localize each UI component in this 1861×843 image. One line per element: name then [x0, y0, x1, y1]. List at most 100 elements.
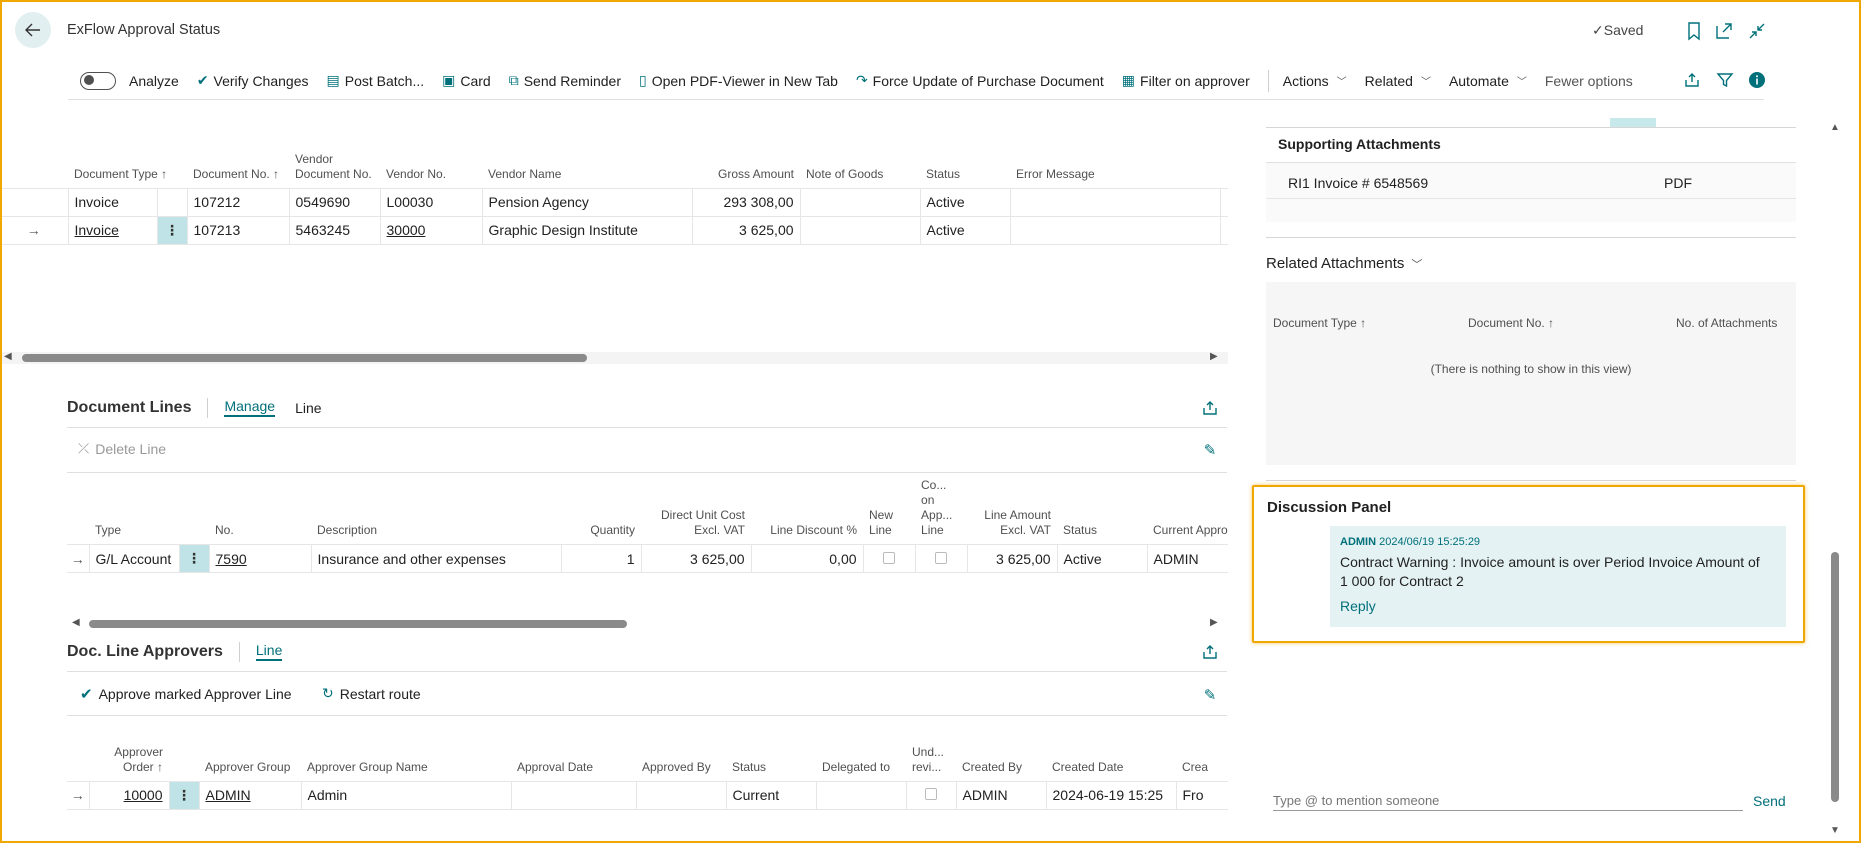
col-type[interactable]: Type: [95, 523, 122, 537]
scroll-right-icon[interactable]: ▶: [1210, 617, 1218, 628]
row-actions-button[interactable]: ⋮: [157, 215, 188, 244]
scrollbar-thumb[interactable]: [89, 620, 627, 628]
scroll-down-icon[interactable]: ▼: [1830, 825, 1840, 836]
related-attachments-header[interactable]: Related Attachments ﹀: [1266, 255, 1422, 272]
col-created-by[interactable]: Created By: [962, 759, 1023, 774]
attachment-row[interactable]: RI1 Invoice # 6548569 PDF: [1266, 163, 1796, 222]
bookmark-icon[interactable]: [1683, 20, 1705, 42]
under-review-checkbox[interactable]: [925, 788, 937, 800]
account-no-link[interactable]: 7590: [209, 544, 312, 573]
reply-button[interactable]: Reply: [1340, 598, 1376, 614]
col-approval-date[interactable]: Approval Date: [517, 759, 594, 774]
vertical-scrollbar[interactable]: ▲ ▼: [1828, 110, 1842, 838]
col-direct-unit-cost[interactable]: Direct Unit Cost Excl. VAT: [660, 508, 746, 537]
comment-author[interactable]: ADMIN: [1340, 536, 1377, 548]
new-line-checkbox[interactable]: [883, 551, 896, 564]
col-document-type[interactable]: Document Type ↑: [1273, 316, 1367, 330]
col-created-date[interactable]: Created Date: [1052, 759, 1124, 774]
share-icon[interactable]: [1682, 70, 1702, 90]
approve-marked-button[interactable]: ✔ Approve marked Approver Line: [80, 686, 292, 703]
col-vendor-name[interactable]: Vendor Name: [488, 166, 562, 181]
share-icon[interactable]: [1200, 398, 1220, 418]
filter-on-approver-button[interactable]: ▦ Filter on approver: [1121, 72, 1250, 89]
col-approver-group-name[interactable]: Approver Group Name: [307, 759, 428, 774]
scrollbar-thumb[interactable]: [1831, 552, 1839, 802]
col-current-approver[interactable]: Current Approver: [1153, 523, 1228, 537]
col-vendor-no[interactable]: Vendor No.: [386, 166, 447, 181]
table-row[interactable]: Invoice 107212 0549690 L00030 Pension Ag…: [0, 187, 1228, 216]
scroll-left-icon[interactable]: ◀: [4, 351, 12, 362]
force-update-button[interactable]: ↷ Force Update of Purchase Document: [855, 72, 1104, 89]
vendor-no-link[interactable]: 30000: [380, 215, 483, 244]
restart-route-button[interactable]: ↻ Restart route: [322, 685, 421, 702]
automate-menu[interactable]: Automate ﹀: [1448, 72, 1527, 89]
col-document-no[interactable]: Document No. ↑: [1468, 316, 1555, 330]
mention-input[interactable]: [1273, 791, 1743, 811]
back-button[interactable]: [15, 12, 51, 48]
col-no[interactable]: No.: [215, 523, 234, 537]
col-status[interactable]: Status: [732, 759, 767, 774]
open-pdf-viewer-button[interactable]: ▯ Open PDF-Viewer in New Tab: [638, 72, 838, 89]
scroll-right-icon[interactable]: ▶: [1210, 351, 1218, 362]
col-status[interactable]: Status: [1063, 523, 1098, 537]
pin-icon[interactable]: ✎: [1203, 442, 1217, 459]
document-type-link[interactable]: Invoice: [68, 215, 158, 244]
col-crea[interactable]: Crea: [1182, 759, 1209, 774]
col-description[interactable]: Description: [317, 523, 378, 537]
related-menu[interactable]: Related ﹀: [1364, 72, 1431, 89]
col-note-of-goods[interactable]: Note of Goods: [806, 166, 884, 181]
actions-menu[interactable]: Actions ﹀: [1282, 72, 1347, 89]
analyze-toggle[interactable]: Analyze: [68, 71, 179, 90]
col-approver-order[interactable]: Approver Order ↑: [114, 744, 163, 774]
col-error-message[interactable]: Error Message: [1016, 166, 1095, 181]
tab-manage[interactable]: Manage: [224, 398, 276, 417]
col-und-revi[interactable]: Und... revi...: [912, 744, 945, 774]
col-line-discount[interactable]: Line Discount %: [770, 523, 858, 537]
table-row[interactable]: → Invoice ⋮ 107213 5463245 30000 Graphic…: [0, 215, 1228, 244]
pin-icon[interactable]: ✎: [1203, 687, 1217, 704]
send-reminder-button[interactable]: ⧉ Send Reminder: [508, 72, 621, 89]
tab-line[interactable]: Line: [295, 399, 322, 416]
table-row[interactable]: → 10000 ⋮ ADMIN Admin Current ADMIN 2024…: [67, 780, 1228, 809]
collapse-icon[interactable]: [1746, 20, 1768, 42]
col-delegated-to[interactable]: Delegated to: [822, 759, 891, 774]
col-vendor-document-no[interactable]: Vendor Document No.: [295, 151, 372, 181]
post-batch-button[interactable]: ▤ Post Batch...: [326, 72, 425, 89]
col-approved-by[interactable]: Approved By: [642, 759, 711, 774]
col-status[interactable]: Status: [926, 166, 961, 181]
delete-line-button[interactable]: ⤫ Delete Line: [78, 440, 167, 457]
col-line-amount[interactable]: Line Amount Excl. VAT: [984, 508, 1052, 537]
col-no-of-attachments[interactable]: No. of Attachments: [1676, 316, 1778, 330]
horizontal-scrollbar[interactable]: ◀ ▶: [0, 351, 1228, 364]
tab-line[interactable]: Line: [255, 642, 283, 661]
share-icon[interactable]: [1200, 642, 1220, 662]
row-actions-button[interactable]: ⋮: [169, 780, 200, 809]
supporting-attachments: Supporting Attachments RI1 Invoice # 654…: [1266, 128, 1796, 222]
card-button[interactable]: ▣ Card: [442, 72, 491, 89]
send-button[interactable]: Send: [1753, 793, 1786, 809]
scroll-left-icon[interactable]: ◀: [72, 617, 80, 628]
toggle-switch[interactable]: [80, 71, 116, 90]
action-bar: Analyze ✔ Verify Changes ▤ Post Batch... ▣…: [68, 62, 1764, 100]
col-quantity[interactable]: Quantity: [590, 523, 636, 537]
scroll-up-icon[interactable]: ▲: [1830, 122, 1840, 133]
fewer-options-button[interactable]: Fewer options: [1544, 72, 1633, 89]
col-approver-group[interactable]: Approver Group: [205, 759, 291, 774]
info-icon[interactable]: [1747, 70, 1767, 90]
scrollbar-thumb[interactable]: [22, 354, 587, 362]
col-gross-amount[interactable]: Gross Amount: [717, 166, 795, 181]
filter-icon[interactable]: [1715, 70, 1735, 90]
approver-group-link[interactable]: ADMIN: [199, 780, 302, 809]
co-on-app-line-checkbox[interactable]: [935, 551, 948, 564]
row-actions-button[interactable]: ⋮: [179, 544, 210, 573]
col-document-type[interactable]: Document Type ↑: [74, 166, 168, 181]
horizontal-scrollbar[interactable]: ◀ ▶: [67, 617, 1228, 630]
related-attachments-title: Related Attachments: [1266, 255, 1405, 272]
col-co-on-app-line[interactable]: Co... on App... Line: [921, 478, 953, 537]
col-document-no[interactable]: Document No. ↑: [193, 166, 280, 181]
table-row[interactable]: → G/L Account ⋮ 7590 Insurance and other…: [67, 544, 1228, 573]
open-new-window-icon[interactable]: [1713, 20, 1735, 42]
col-new-line[interactable]: New Line: [869, 508, 894, 537]
verify-changes-button[interactable]: ✔ Verify Changes: [196, 72, 309, 89]
approver-order-link[interactable]: 10000: [89, 780, 170, 809]
